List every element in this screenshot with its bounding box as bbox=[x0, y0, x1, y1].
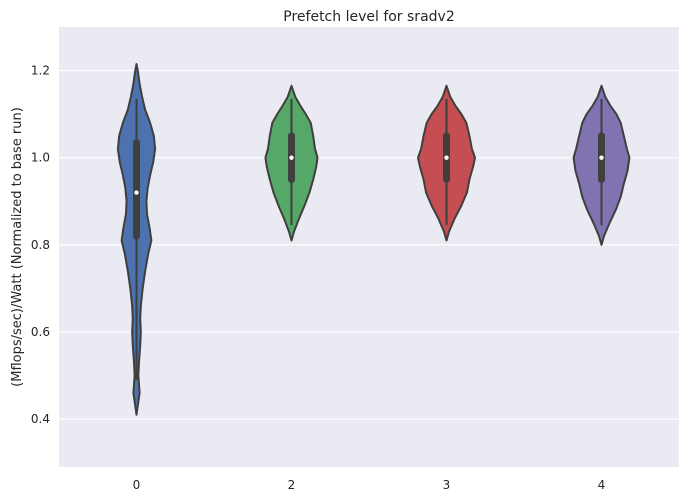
violin-4 bbox=[572, 84, 631, 246]
y-tick-1.2: 1.2 bbox=[31, 64, 50, 78]
x-tick-0: 0 bbox=[133, 478, 141, 492]
y-tick-0.4: 0.4 bbox=[31, 412, 50, 426]
violin-median-0 bbox=[134, 190, 139, 195]
x-tick-2: 2 bbox=[288, 478, 296, 492]
y-tick-1.0: 1.0 bbox=[31, 151, 50, 165]
violin-3 bbox=[416, 84, 477, 242]
y-tick-0.6: 0.6 bbox=[31, 325, 50, 339]
violin-median-2 bbox=[289, 155, 294, 160]
violin-2 bbox=[264, 84, 319, 242]
y-axis-label: (Mflops/sec)/Watt (Normalized to base ru… bbox=[10, 107, 25, 387]
chart-title: Prefetch level for sradv2 bbox=[283, 9, 454, 25]
violin-median-4 bbox=[599, 155, 604, 160]
y-tick-labels: 0.4 0.6 0.8 1.0 1.2 bbox=[31, 64, 50, 427]
x-tick-labels: 0 2 3 4 bbox=[133, 478, 606, 492]
y-tick-0.8: 0.8 bbox=[31, 238, 50, 252]
plot-background bbox=[59, 27, 679, 467]
x-tick-4: 4 bbox=[598, 478, 606, 492]
violins-group bbox=[116, 63, 631, 416]
violin-0 bbox=[116, 63, 157, 416]
violin-median-3 bbox=[444, 155, 449, 160]
x-tick-3: 3 bbox=[443, 478, 451, 492]
